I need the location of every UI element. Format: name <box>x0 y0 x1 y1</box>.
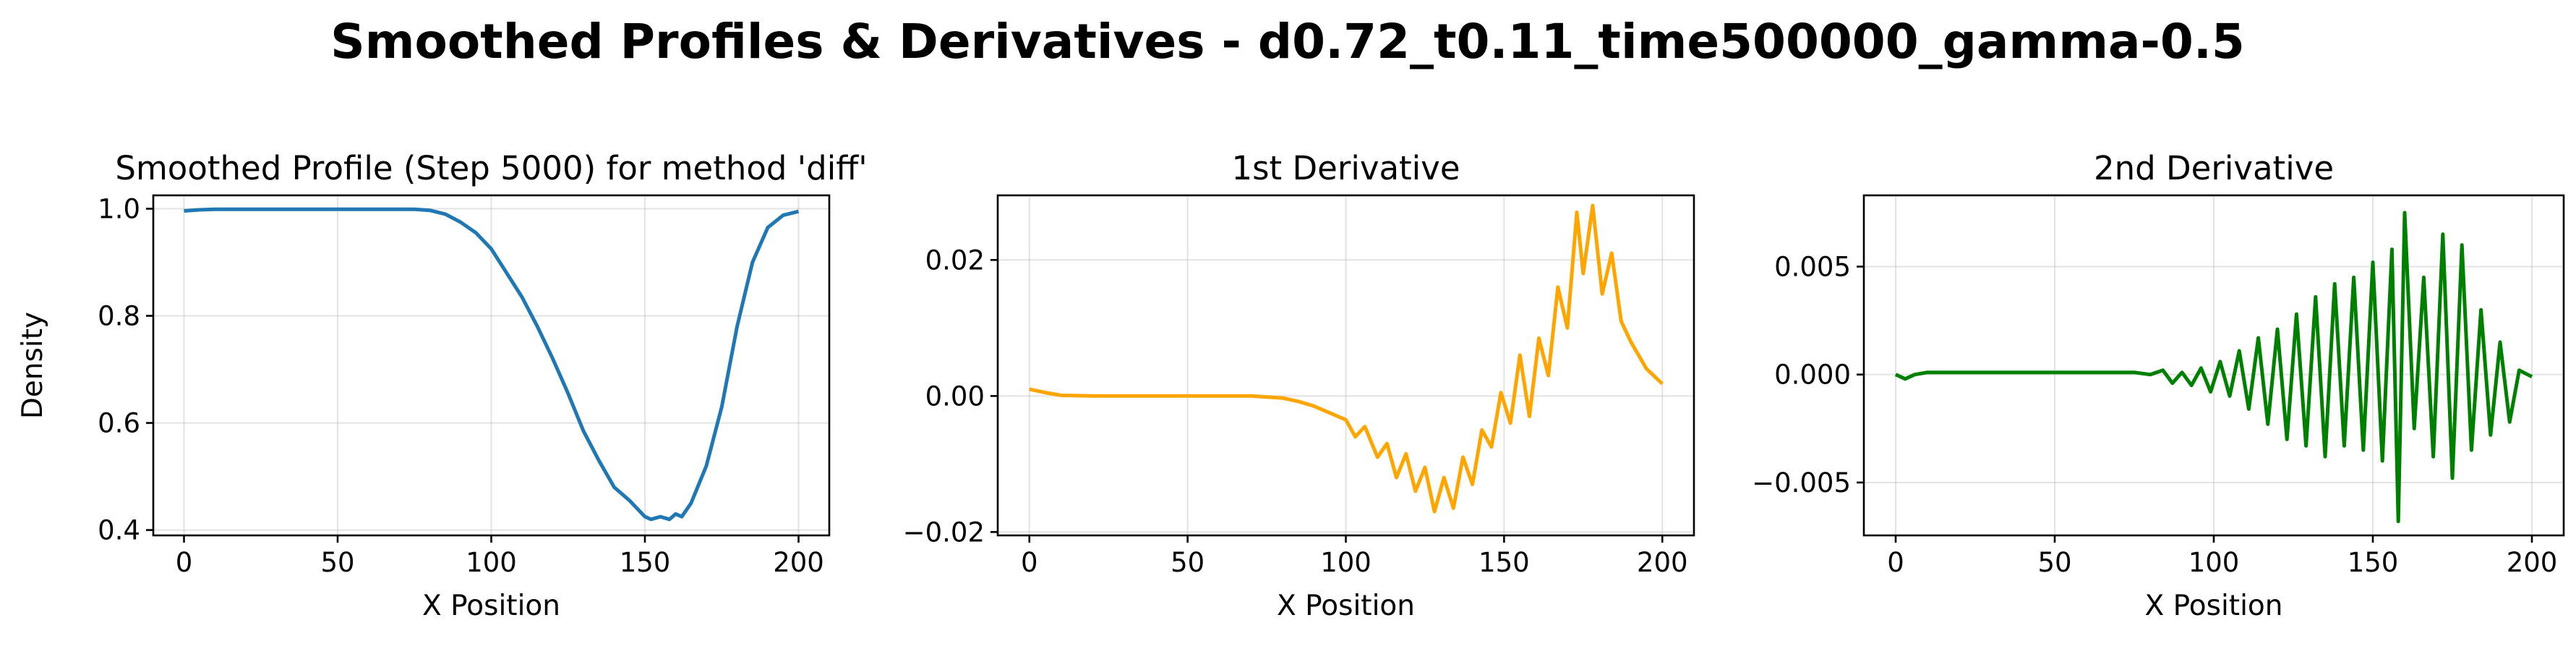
x-axis-label: X Position <box>422 590 560 622</box>
y-tick-label: 0.8 <box>98 301 140 332</box>
x-tick-label: 150 <box>1479 547 1530 578</box>
x-tick-label: 200 <box>1637 547 1688 578</box>
x-tick-label: 150 <box>2348 547 2399 578</box>
y-tick-label: −0.005 <box>1752 467 1851 499</box>
x-tick-label: 0 <box>1021 547 1038 578</box>
y-tick-label: 0.000 <box>1774 360 1851 391</box>
second-derivative-chart: 0 50 100 150 200 −0.005 0.000 0.005 2nd Derivati… <box>1752 149 2565 622</box>
series-line <box>1029 203 1664 514</box>
chart-title: 2nd Derivative <box>2094 149 2334 187</box>
x-tick-label: 0 <box>1887 547 1904 578</box>
y-tick-label: −0.02 <box>903 517 985 548</box>
y-tick-label: 0.6 <box>98 408 140 439</box>
x-tick-label: 50 <box>320 547 354 578</box>
series-line <box>1894 211 2533 524</box>
x-tick-label: 100 <box>466 547 517 578</box>
profile-chart: 0 50 100 150 200 0.4 0.6 0.8 1.0 Smoothed Profile… <box>17 149 868 622</box>
x-axis-label: X Position <box>2145 590 2283 622</box>
x-tick-label: 0 <box>176 547 193 578</box>
x-tick-label: 100 <box>1320 547 1372 578</box>
figure-title: Smoothed Profiles & Derivatives - d0.72_… <box>330 14 2245 69</box>
x-tick-label: 200 <box>2507 547 2558 578</box>
y-tick-label: 0.005 <box>1774 251 1851 282</box>
x-tick-label: 150 <box>620 547 671 578</box>
series-line <box>184 207 800 522</box>
x-tick-label: 100 <box>2188 547 2240 578</box>
chart-title: Smoothed Profile (Step 5000) for method … <box>115 149 867 187</box>
first-derivative-chart: 0 50 100 150 200 −0.02 0.00 0.02 1st Derivative X… <box>903 149 1695 622</box>
y-tick-label: 0.02 <box>925 245 985 276</box>
y-tick-label: 0.4 <box>98 515 140 546</box>
y-tick-label: 0.00 <box>925 381 985 412</box>
y-axis-label: Density <box>17 312 49 419</box>
x-axis-label: X Position <box>1277 590 1415 622</box>
y-tick-label: 1.0 <box>98 194 140 225</box>
x-tick-label: 50 <box>1171 547 1204 578</box>
x-tick-label: 200 <box>773 547 824 578</box>
x-tick-label: 50 <box>2037 547 2071 578</box>
chart-title: 1st Derivative <box>1231 149 1460 187</box>
